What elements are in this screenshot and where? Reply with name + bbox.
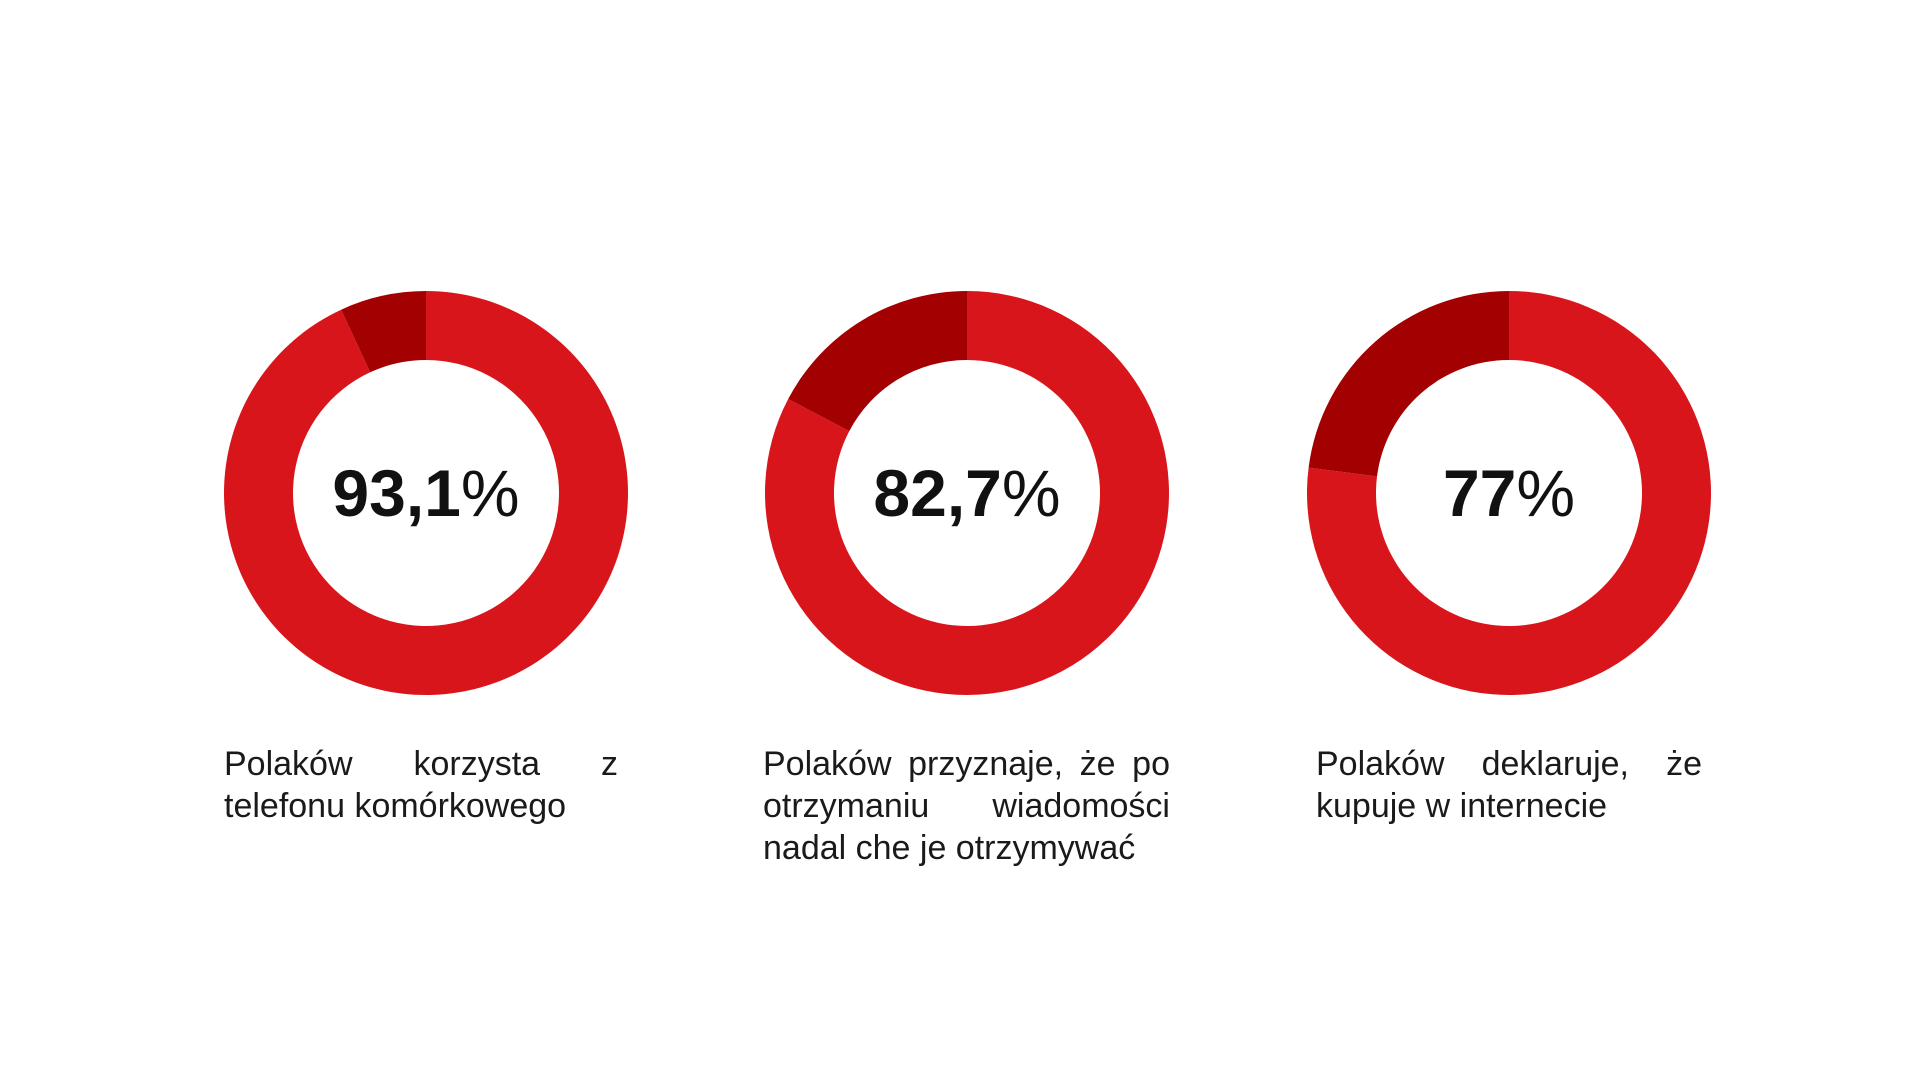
donut-center-value: 82,7% [765,291,1169,695]
donut-slice-main [1307,291,1711,695]
donut-chart-messages: 82,7% [765,291,1169,695]
donut-svg [224,291,628,695]
center-percent-sign: % [1516,456,1576,530]
donut-center-value: 77% [1307,291,1711,695]
caption-mobile-phone: Polaków korzysta z telefonu komórkowego [224,745,618,825]
center-number: 93,1 [332,456,461,530]
caption-messages: Polaków przyznaje, że po otrzymaniu wiad… [763,745,1170,867]
donut-chart-mobile-phone: 93,1% [224,291,628,695]
donut-chart-online-shopping: 77% [1307,291,1711,695]
donut-slice-remainder [341,291,426,373]
donut-slice-main [224,291,628,695]
center-percent-sign: % [460,456,520,530]
center-number: 77 [1442,456,1517,530]
donut-center-value: 93,1% [224,291,628,695]
caption-online-shopping: Polaków deklaruje, że kupuje w interneci… [1316,745,1702,825]
center-percent-sign: % [1001,456,1061,530]
donut-svg [765,291,1169,695]
donut-slice-remainder [1308,291,1509,477]
donut-slice-main [765,291,1169,695]
donut-svg [1307,291,1711,695]
center-number: 82,7 [873,456,1002,530]
donut-slice-remainder [788,291,967,432]
